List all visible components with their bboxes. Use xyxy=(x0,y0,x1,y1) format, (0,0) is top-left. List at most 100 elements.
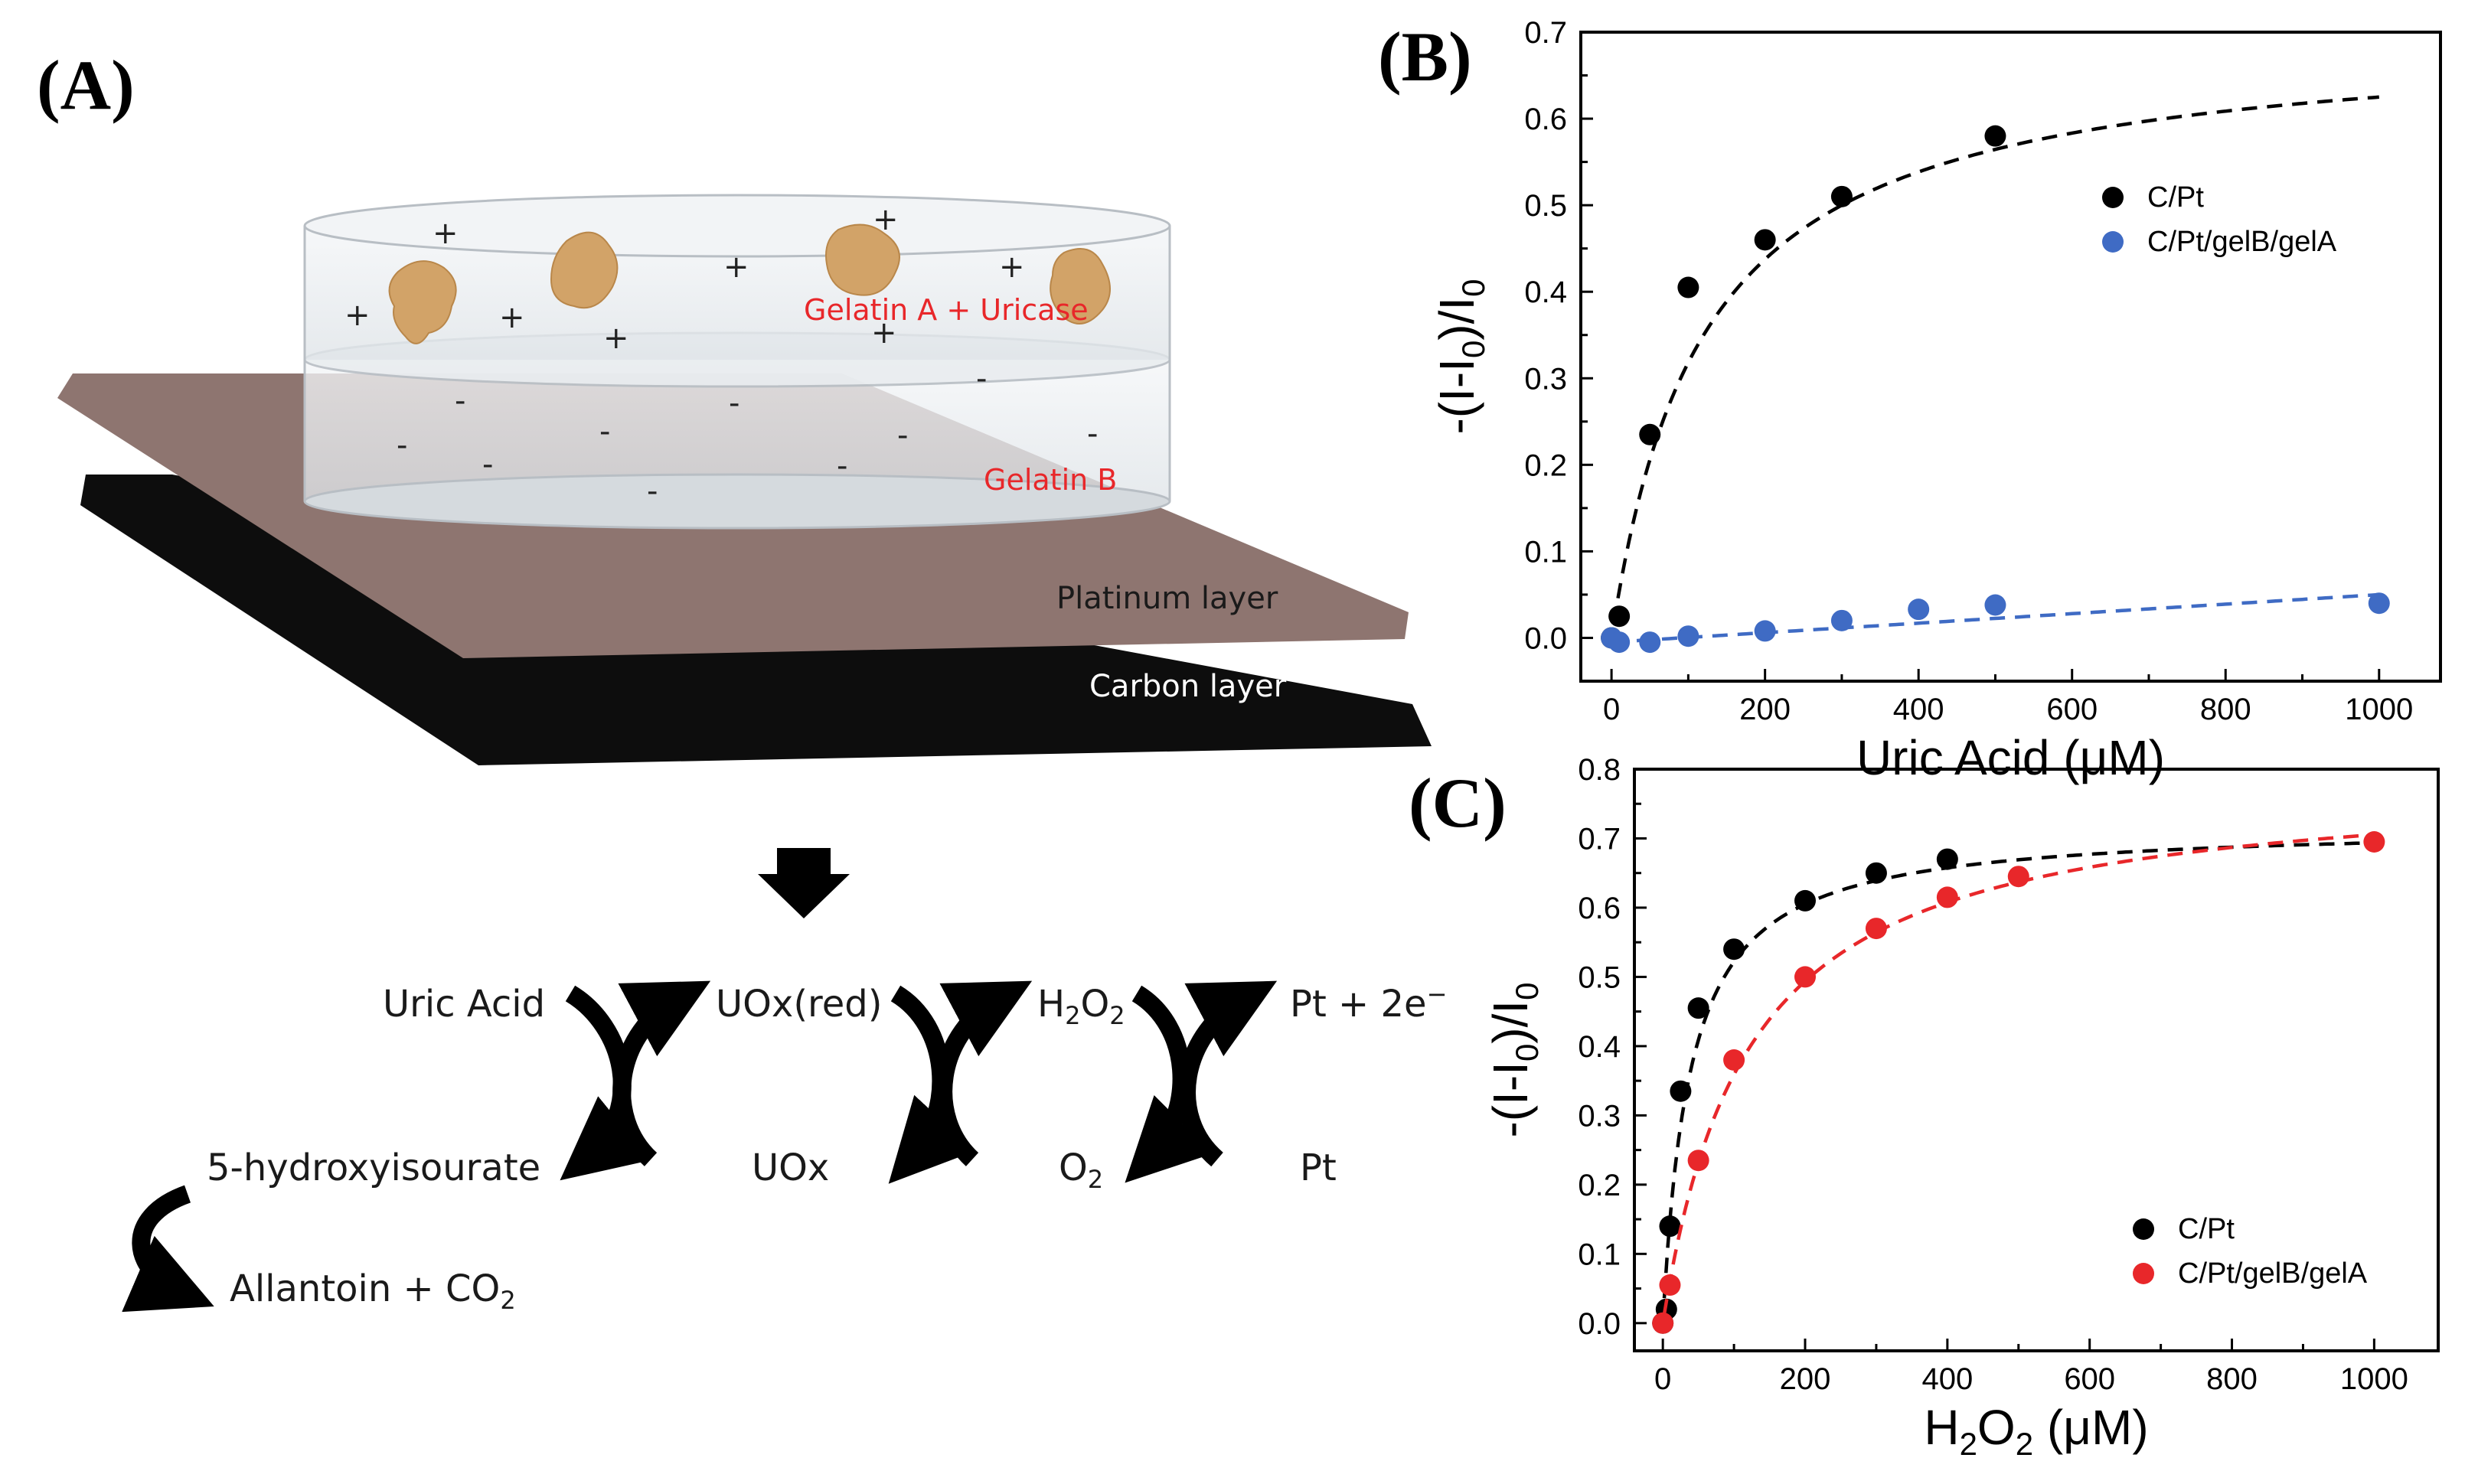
pt-2e-label: Pt + 2e− xyxy=(1290,980,1447,1026)
reaction-arrow xyxy=(122,1185,214,1313)
y-tick-label: 0.7 xyxy=(1524,16,1567,50)
data-point xyxy=(1794,889,1817,912)
uric-acid-label: Uric Acid xyxy=(383,983,545,1026)
gelatin-a-disc xyxy=(303,194,1171,360)
data-point xyxy=(2007,866,2029,888)
gelatin-a-label: Gelatin A + Uricase xyxy=(804,293,1089,327)
minus-sign: - xyxy=(976,361,987,396)
legend-marker xyxy=(2102,231,2124,253)
carbon-layer-label: Carbon layer xyxy=(1089,669,1287,704)
y-tick-label: 0.3 xyxy=(1524,362,1567,396)
data-point xyxy=(1830,185,1853,207)
plus-sign: + xyxy=(723,250,749,285)
y-tick-label: 0.0 xyxy=(1524,621,1567,655)
plus-sign: + xyxy=(871,315,897,351)
plot-frame xyxy=(1633,768,2440,1352)
legend-marker xyxy=(2133,1218,2154,1240)
chart-c: 0 200 400 600 800 1000 0.0 0.1 0.2 0.3 0.4 0.5 0.6 0.… xyxy=(1483,753,2440,1462)
uox-label: UOx xyxy=(752,1146,829,1189)
plus-sign: + xyxy=(499,300,525,335)
y-tick-label: 0.1 xyxy=(1524,535,1567,569)
data-point xyxy=(1908,598,1930,621)
process-arrow xyxy=(758,848,850,918)
plus-sign: + xyxy=(603,321,629,356)
data-point xyxy=(1608,605,1631,628)
minus-sign: - xyxy=(647,474,658,509)
data-point xyxy=(1639,631,1661,654)
legend-marker xyxy=(2133,1263,2154,1284)
legend-label: C/Pt xyxy=(2178,1213,2235,1245)
panel-a-label: (A) xyxy=(37,46,135,124)
uox-red-label: UOx(red) xyxy=(716,983,882,1026)
reaction-arrow xyxy=(1177,980,1278,1167)
x-tick-label: 1000 xyxy=(2345,693,2413,726)
data-point xyxy=(1687,1150,1709,1172)
data-point xyxy=(1984,125,2006,147)
reaction-arrow xyxy=(934,980,1033,1166)
negative-charges: - - - - - - - - - - xyxy=(397,361,1098,509)
y-axis-title: -(I-I0)/I0 xyxy=(1483,982,1545,1137)
data-point xyxy=(2363,831,2385,853)
panel-b-label: (B) xyxy=(1378,18,1472,96)
fit-curve-2 xyxy=(1611,592,2379,644)
y-tick-label: 0.8 xyxy=(1578,753,1621,787)
data-point xyxy=(1936,886,1958,908)
plus-sign: + xyxy=(873,202,899,237)
y-axis-title: -(I-I0)/I0 xyxy=(1429,279,1491,434)
x-tick-label: 1000 xyxy=(2340,1362,2408,1396)
y-tick-label: 0.6 xyxy=(1578,892,1621,925)
y-tick-label: 0.0 xyxy=(1578,1307,1621,1341)
hydroxyisourate-label: 5-hydroxyisourate xyxy=(207,1146,540,1189)
x-tick-label: 600 xyxy=(2064,1362,2115,1396)
minus-sign: - xyxy=(1087,416,1098,452)
y-tick-label: 0.2 xyxy=(1524,448,1567,482)
chart-b: 0 200 400 600 800 1000 0.0 0.1 0.2 0.3 0.4 0.5 0.6 0.… xyxy=(1429,16,2442,785)
x-tick-label: 0 xyxy=(1654,1362,1671,1396)
data-point xyxy=(1608,631,1631,654)
data-point xyxy=(1670,1080,1692,1102)
legend-label: C/Pt xyxy=(2147,181,2204,214)
panel-c-label: (C) xyxy=(1409,764,1507,842)
data-point xyxy=(1639,423,1661,445)
data-point xyxy=(1754,229,1776,251)
x-tick-label: 400 xyxy=(1921,1362,1973,1396)
data-point xyxy=(1830,609,1853,631)
gelatin-b-label: Gelatin B xyxy=(984,463,1117,497)
data-point xyxy=(1652,1312,1674,1334)
o2-label: O2 xyxy=(1059,1146,1103,1194)
x-tick-label: 200 xyxy=(1739,693,1791,726)
uricase-enzymes xyxy=(388,223,1111,344)
x-tick-label: 800 xyxy=(2200,693,2251,726)
x-axis-title: Uric Acid (μM) xyxy=(1856,730,2165,785)
data-point xyxy=(1659,1215,1681,1238)
data-point xyxy=(1865,862,1887,884)
minus-sign: - xyxy=(729,386,739,421)
y-tick-label: 0.3 xyxy=(1578,1099,1621,1133)
data-point xyxy=(1659,1274,1681,1296)
data-point xyxy=(1754,620,1776,642)
x-tick-label: 600 xyxy=(2046,693,2098,726)
data-point xyxy=(1723,1049,1745,1071)
data-point xyxy=(1687,997,1709,1019)
reaction-arrow xyxy=(1125,985,1213,1183)
data-point xyxy=(1723,938,1745,961)
fit-curve-1 xyxy=(1662,840,2375,1299)
y-tick-label: 0.4 xyxy=(1524,276,1567,309)
minus-sign: - xyxy=(397,428,407,463)
panel-a: (A) Carbon layer Platinum layer xyxy=(37,46,1447,1315)
reaction-arrow xyxy=(888,985,975,1184)
minus-sign: - xyxy=(482,447,493,482)
y-tick-label: 0.5 xyxy=(1578,961,1621,994)
data-point xyxy=(1936,848,1958,870)
minus-sign: - xyxy=(599,414,610,449)
legend-label: C/Pt/gelB/gelA xyxy=(2178,1257,2368,1290)
y-tick-label: 0.2 xyxy=(1578,1169,1621,1202)
legend-label: C/Pt/gelB/gelA xyxy=(2147,226,2337,258)
data-point xyxy=(2368,592,2390,615)
x-tick-label: 0 xyxy=(1603,693,1620,726)
plus-sign: + xyxy=(433,216,459,251)
reaction-scheme: Uric Acid UOx(red) H2O2 Pt + 2e− 5-hydro… xyxy=(122,980,1447,1315)
y-tick-label: 0.5 xyxy=(1524,189,1567,223)
y-tick-label: 0.6 xyxy=(1524,103,1567,136)
